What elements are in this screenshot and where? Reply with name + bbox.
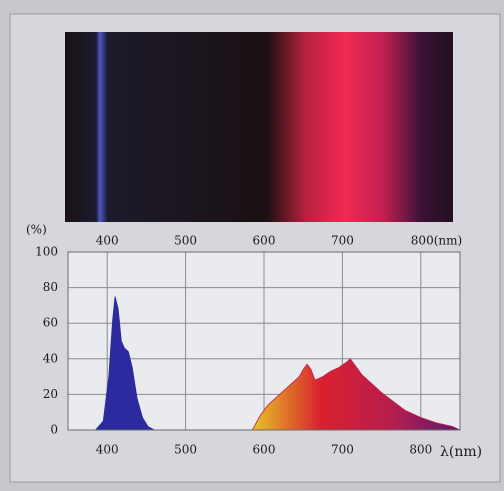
x-axis-label: λ(nm)	[440, 444, 482, 460]
y-tick-label: 80	[43, 280, 58, 294]
top-tick-label: 800(nm)	[411, 234, 462, 248]
y-tick-label: 20	[43, 387, 58, 401]
top-tick-label: 400	[96, 234, 119, 248]
x-tick-label: 800	[409, 443, 432, 457]
plot-border	[67, 251, 461, 431]
y-axis-label: (%)	[26, 223, 47, 237]
spectrum-area	[94, 296, 156, 431]
y-tick-label: 60	[43, 316, 58, 330]
y-tick-label: 0	[50, 423, 58, 437]
x-tick-label: 700	[331, 443, 354, 457]
x-tick-label: 600	[253, 443, 276, 457]
y-tick-label: 100	[35, 245, 58, 259]
x-tick-label: 500	[174, 443, 197, 457]
spectrum-image	[65, 32, 453, 222]
y-tick-label: 40	[43, 351, 58, 365]
top-tick-label: 700	[331, 234, 354, 248]
top-tick-label: 500	[174, 234, 197, 248]
spectrum-area	[251, 358, 461, 431]
top-tick-label: 600	[253, 234, 276, 248]
x-tick-label: 400	[96, 443, 119, 457]
